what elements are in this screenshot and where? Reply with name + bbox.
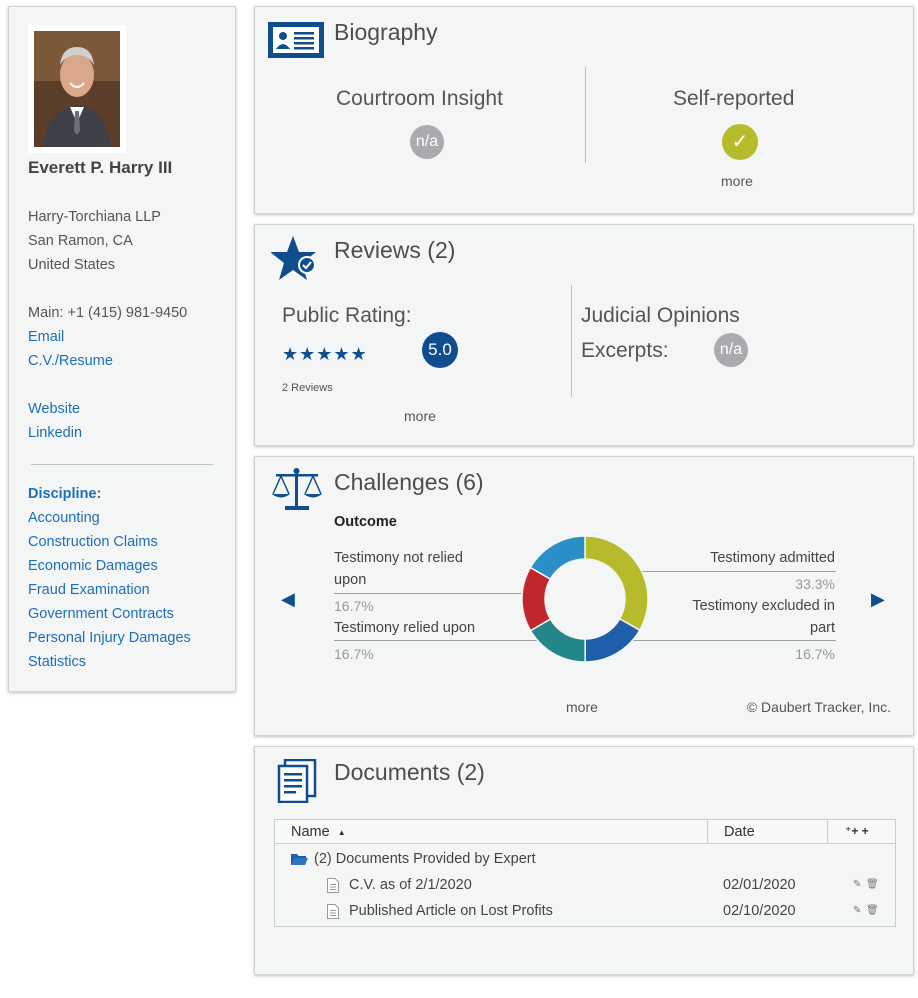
donut-slice[interactable] <box>529 535 586 581</box>
outcome-label: Outcome <box>334 514 397 530</box>
review-count: 2 Reviews <box>282 382 333 394</box>
document-name[interactable]: C.V. as of 2/1/2020 <box>349 877 472 893</box>
rating-stars: ★★★★★ <box>282 344 368 364</box>
column-separator <box>707 820 708 844</box>
outcome-donut-chart <box>521 535 649 663</box>
donut-slice[interactable] <box>584 535 649 632</box>
sidebar-divider <box>31 464 213 465</box>
label-admitted: Testimony admitted <box>710 550 835 566</box>
leader-relied <box>334 640 564 641</box>
discipline-item[interactable]: Government Contracts <box>28 606 174 622</box>
column-header-date[interactable]: Date <box>724 824 755 840</box>
firm-name: Harry-Torchiana LLP <box>28 209 161 225</box>
file-icon <box>327 904 339 919</box>
reviews-divider <box>571 285 572 397</box>
label-excluded-1: Testimony excluded in <box>692 598 835 614</box>
expert-name: Everett P. Harry III <box>28 158 173 177</box>
challenges-title: Challenges (6) <box>334 469 484 495</box>
courtroom-insight-label: Courtroom Insight <box>336 87 503 110</box>
courtroom-insight-badge: n/a <box>410 125 444 159</box>
documents-table-header: Name ▲ Date ⁺+ + <box>275 820 895 844</box>
document-name[interactable]: Published Article on Lost Profits <box>349 903 553 919</box>
country: United States <box>28 257 116 273</box>
folder-open-icon[interactable] <box>291 853 308 866</box>
reviews-card: Reviews (2) Public Rating: ★★★★★ 5.0 2 R… <box>254 224 914 446</box>
pct-not-relied: 16.7% <box>334 598 374 614</box>
prev-arrow-icon[interactable]: ◀ <box>281 589 295 609</box>
biography-title: Biography <box>334 19 438 45</box>
email-link[interactable]: Email <box>28 329 65 345</box>
website-link[interactable]: Website <box>28 401 81 417</box>
pct-admitted: 33.3% <box>795 576 835 592</box>
label-relied: Testimony relied upon <box>334 620 476 636</box>
folder-label[interactable]: (2) Documents Provided by Expert <box>314 851 536 867</box>
discipline-label: Discipline: <box>28 486 102 502</box>
documents-icon <box>277 759 317 803</box>
trash-icon[interactable]: 🗑 <box>866 879 879 890</box>
discipline-item[interactable]: Construction Claims <box>28 534 158 550</box>
leader-not-relied <box>334 593 540 594</box>
trash-icon[interactable]: 🗑 <box>866 905 879 916</box>
discipline-item[interactable]: Statistics <box>28 654 87 670</box>
sort-ascending-icon: ▲ <box>337 827 346 837</box>
copyright: © Daubert Tracker, Inc. <box>746 699 891 715</box>
pct-excluded: 16.7% <box>795 646 835 662</box>
file-icon <box>327 878 339 893</box>
biography-divider <box>585 67 586 163</box>
cv-resume-link[interactable]: C.V./Resume <box>28 353 113 369</box>
label-excluded-2: part <box>810 620 835 636</box>
next-arrow-icon[interactable]: ▶ <box>871 589 885 609</box>
expert-sidebar: Everett P. Harry III Harry-Torchiana LLP… <box>8 6 236 692</box>
donut-slice[interactable] <box>584 617 641 663</box>
column-header-name[interactable]: Name ▲ <box>291 824 346 840</box>
scales-icon <box>272 468 322 510</box>
discipline-item[interactable]: Accounting <box>28 510 100 526</box>
rating-badge: 5.0 <box>422 332 458 368</box>
judicial-opinions-badge: n/a <box>714 333 748 367</box>
edit-icon[interactable]: ✎ <box>853 905 862 916</box>
label-not-relied-1: Testimony not relied <box>334 550 463 566</box>
star-check-icon <box>271 236 316 280</box>
pct-relied: 16.7% <box>334 646 374 662</box>
expert-photo-frame <box>28 25 126 153</box>
documents-table: Name ▲ Date ⁺+ + (2) Documents Provided … <box>274 819 896 927</box>
biography-more-link[interactable]: more <box>721 173 753 189</box>
edit-icon[interactable]: ✎ <box>853 879 862 890</box>
discipline-item[interactable]: Personal Injury Damages <box>28 630 191 646</box>
documents-title: Documents (2) <box>334 759 485 785</box>
self-reported-label: Self-reported <box>673 87 795 110</box>
challenges-card: Challenges (6) Outcome ◀ ▶ Testimony not… <box>254 456 914 736</box>
city: San Ramon, CA <box>28 233 133 249</box>
phone: Main: +1 (415) 981-9450 <box>28 305 188 321</box>
self-reported-check-icon: ✓ <box>722 124 758 160</box>
id-card-icon <box>268 22 324 58</box>
document-date: 02/01/2020 <box>723 877 796 893</box>
column-name-label: Name <box>291 824 330 840</box>
linkedin-link[interactable]: Linkedin <box>28 425 83 441</box>
public-rating-label: Public Rating: <box>282 304 412 327</box>
leader-admitted <box>627 571 836 572</box>
judicial-opinions-label: Judicial Opinions <box>581 304 740 327</box>
add-document-icon[interactable]: ⁺+ + <box>845 824 869 838</box>
discipline-item[interactable]: Economic Damages <box>28 558 158 574</box>
documents-card: Documents (2) Name ▲ Date ⁺+ + (2) Docum… <box>254 746 914 975</box>
reviews-title: Reviews (2) <box>334 237 456 263</box>
challenges-more-link[interactable]: more <box>566 699 598 715</box>
label-not-relied-2: upon <box>334 572 367 588</box>
leader-excluded <box>615 640 836 641</box>
excerpts-label: Excerpts: <box>581 339 669 362</box>
reviews-more-link[interactable]: more <box>404 408 436 424</box>
document-date: 02/10/2020 <box>723 903 796 919</box>
expert-photo <box>34 31 120 147</box>
discipline-item[interactable]: Fraud Examination <box>28 582 150 598</box>
column-separator <box>827 820 828 844</box>
biography-card: Biography Courtroom Insight n/a Self-rep… <box>254 6 914 214</box>
